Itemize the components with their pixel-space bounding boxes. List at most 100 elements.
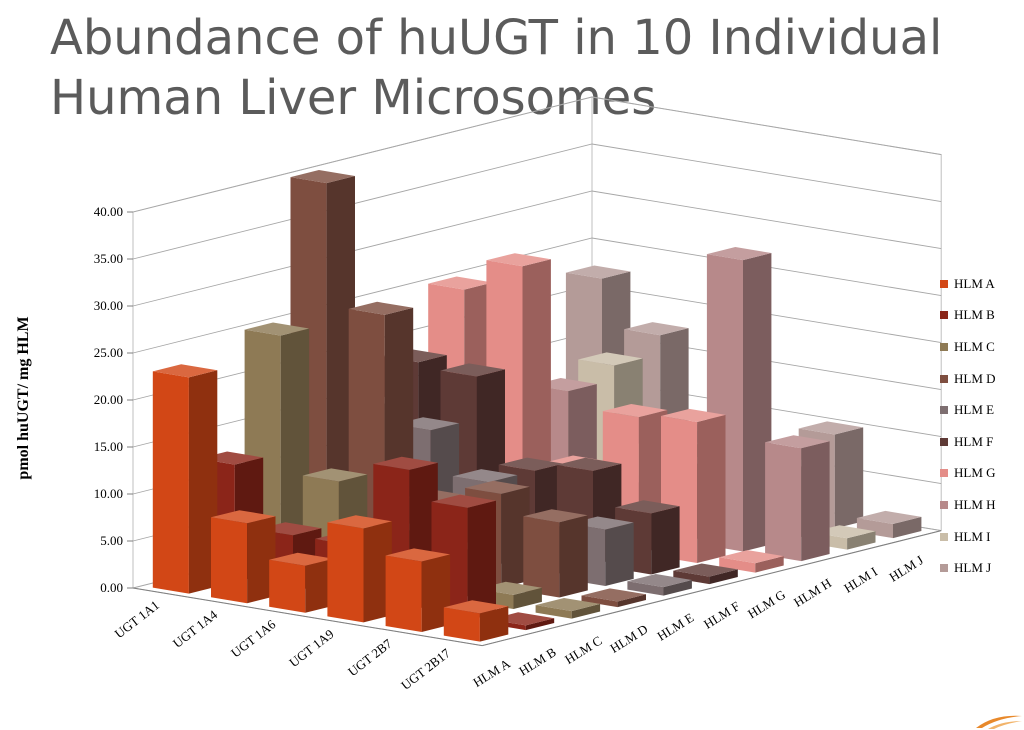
legend-item: HLM I — [940, 521, 1024, 553]
bar-side-face — [801, 441, 830, 562]
y-tick-label: 10.00 — [94, 486, 123, 501]
legend-swatch — [940, 469, 948, 478]
legend-swatch — [940, 532, 948, 541]
category-label: UGT 1A1 — [112, 597, 162, 641]
bar — [443, 600, 509, 642]
gridline — [132, 96, 942, 213]
bar-top-face — [565, 265, 631, 279]
gridline — [132, 190, 942, 307]
bar-top-face — [302, 468, 368, 482]
category-label: UGT 1A6 — [228, 616, 279, 660]
bar-top-face — [211, 510, 276, 524]
gridline — [132, 143, 942, 260]
bar-side-face — [280, 328, 310, 571]
bar-top-face — [523, 509, 588, 523]
bar-side-face — [571, 603, 601, 619]
bar-front-face — [581, 595, 618, 608]
legend-label: HLM A — [954, 275, 995, 291]
legend-swatch — [940, 311, 948, 320]
y-tick-label: 30.00 — [94, 298, 123, 313]
bar-side-face — [743, 253, 772, 552]
bar-top-face — [661, 408, 726, 422]
bar-side-face — [513, 587, 542, 609]
series-axis-label: HLM H — [791, 575, 834, 610]
legend-swatch — [940, 374, 948, 383]
bar-top-face — [581, 588, 646, 602]
bar-side-face — [663, 580, 692, 596]
bar-top-face — [602, 404, 668, 418]
bar-side-face — [834, 427, 864, 529]
bar-top-face — [152, 364, 218, 378]
series-axis-line — [482, 530, 942, 647]
category-label: UGT 1A4 — [170, 607, 221, 651]
bar-top-face — [431, 494, 496, 508]
legend-label: HLM E — [954, 402, 995, 418]
bar-side-face — [305, 558, 334, 613]
bar — [765, 435, 830, 562]
bar-top-face — [627, 574, 692, 588]
series-axis-label: HLM B — [516, 644, 559, 679]
bar-top-face — [269, 552, 334, 566]
bar — [327, 515, 392, 623]
legend-label: HLM J — [954, 560, 992, 576]
legend-swatch — [940, 437, 948, 446]
brand-logo-swoosh — [976, 715, 1022, 729]
legend-item: HLM F — [940, 426, 1024, 458]
bar-front-face — [269, 559, 306, 613]
bar-top-face — [486, 253, 551, 267]
legend-label: HLM D — [954, 370, 996, 386]
bar — [152, 364, 218, 594]
y-tick-label: 5.00 — [100, 533, 123, 548]
y-tick-label: 20.00 — [94, 392, 123, 407]
bar-front-face — [211, 517, 248, 604]
bar-side-face — [247, 516, 276, 604]
bar-top-face — [673, 563, 738, 577]
legend-item: HLM C — [940, 331, 1024, 363]
legend-item: HLM A — [940, 268, 1024, 300]
bar-top-face — [290, 170, 355, 184]
gridline — [132, 237, 942, 354]
legend-label: HLM F — [954, 433, 994, 449]
bar — [627, 574, 692, 596]
bar-side-face — [617, 594, 646, 608]
bar-top-face — [615, 500, 680, 514]
bar-side-face — [326, 176, 355, 560]
series-axis-label: HLM C — [562, 633, 605, 667]
y-tick-label: 25.00 — [94, 345, 123, 360]
bar-front-face — [385, 555, 422, 632]
series-axis-label: HLM G — [745, 587, 788, 622]
bar-side-face — [847, 531, 876, 550]
legend-label: HLM I — [954, 528, 991, 544]
legend-swatch — [940, 406, 948, 415]
bar-side-face — [893, 516, 922, 539]
bar-side-face — [755, 556, 784, 573]
bar-side-face — [605, 522, 634, 586]
bar-side-face — [709, 569, 738, 585]
series-axis-label: HLM A — [470, 655, 513, 690]
bar — [385, 548, 451, 632]
legend-swatch — [940, 500, 948, 509]
legend-item: HLM D — [940, 363, 1024, 395]
y-tick-label: 40.00 — [94, 204, 123, 219]
legend-label: HLM C — [954, 338, 995, 354]
bar-top-face — [428, 276, 493, 290]
bar-top-face — [465, 480, 530, 494]
slide-title-line-2: Human Liver Microsomes — [50, 70, 657, 126]
series-axis-label: HLM J — [886, 552, 925, 584]
bar-front-face — [535, 605, 572, 619]
bar-top-face — [443, 600, 509, 614]
bar-front-face — [719, 557, 756, 573]
bar — [535, 598, 601, 619]
bar-side-face — [501, 486, 530, 588]
series-axis-label: HLM F — [701, 598, 742, 632]
bar — [581, 588, 646, 608]
bar — [673, 563, 738, 585]
legend-item: HLM H — [940, 489, 1024, 521]
bar-top-face — [348, 301, 414, 315]
series-axis-label: HLM D — [607, 621, 650, 656]
bar — [719, 550, 784, 573]
bar-side-face — [467, 500, 496, 621]
bar-side-face — [479, 606, 509, 642]
bar-top-face — [373, 456, 438, 470]
bar-top-face — [578, 352, 643, 366]
